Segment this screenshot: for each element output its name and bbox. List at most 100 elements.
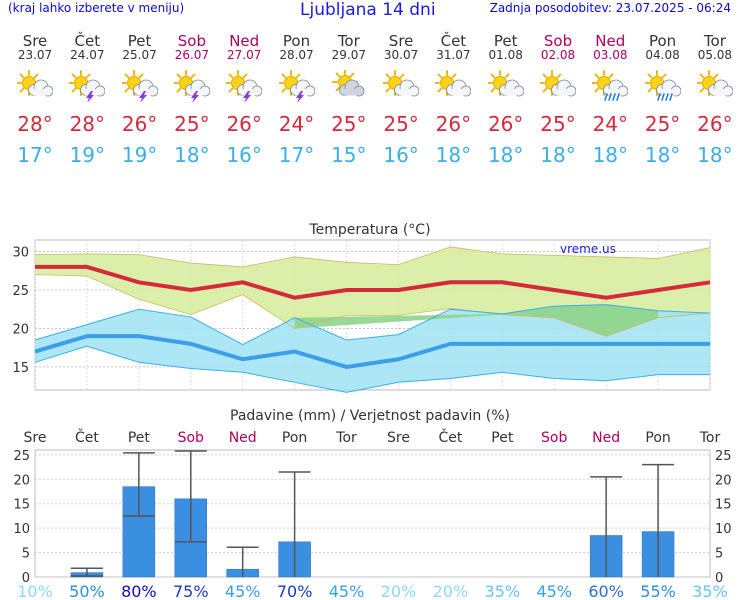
forecast-day: Tor 29.07: [323, 33, 375, 62]
min-temperature: 19°: [69, 143, 106, 167]
precip-day-label: Sre: [24, 430, 47, 446]
min-temperature: 17°: [17, 143, 53, 167]
cloud-part: [394, 79, 420, 97]
sun-part: [539, 70, 565, 96]
max-temperature: 26°: [121, 112, 158, 136]
thunderstorm-sun-icon: [172, 70, 211, 103]
precip-day-label: Pon: [645, 430, 670, 446]
cloud-part: [603, 79, 629, 97]
day-date: 02.08: [540, 48, 576, 62]
header-bar: (kraj lahko izberete v meniju) Ljubljana…: [0, 0, 740, 22]
min-temperature: 16°: [226, 143, 262, 167]
precip-day-label: Ned: [229, 430, 257, 446]
precip-probability: 45%: [225, 582, 261, 600]
min-temperature: 18°: [435, 143, 472, 167]
thunderstorm-sun-icon: [277, 70, 315, 103]
day-date: 27.07: [227, 48, 262, 62]
precip-y-tick-right: 20: [715, 473, 732, 488]
temperature-chart: Temperatura (°C) 15 20 25 30 vreme.us: [12, 222, 711, 393]
day-name: Tor: [703, 32, 726, 50]
day-name: Pet: [127, 32, 152, 50]
thunderstorm-sun-icon: [120, 70, 158, 103]
day-name: Sob: [177, 32, 206, 50]
precip-y-tick-left: 10: [13, 522, 30, 537]
precipitation-chart: Padavine (mm) / Verjetnost padavin (%) Sr…: [13, 408, 732, 600]
min-temp-range-band: [35, 304, 710, 393]
precip-probability: 10%: [17, 582, 53, 600]
precip-chart-title: Padavine (mm) / Verjetnost padavin (%): [230, 408, 510, 424]
thunderstorm-sun-icon: [68, 70, 106, 103]
day-name: Tor: [337, 32, 360, 50]
max-lower-edge: [34, 274, 711, 337]
max-temp-line: [35, 264, 711, 300]
min-temperature: 18°: [174, 143, 210, 167]
forecast-day: Sob 02.08: [532, 33, 584, 62]
precip-day-label: Pet: [128, 430, 151, 446]
min-temperature: 18°: [697, 143, 733, 167]
day-date: 25.07: [122, 48, 157, 62]
precip-y-tick-right: 15: [715, 498, 732, 513]
min-temperature: 18°: [540, 143, 576, 167]
precip-day-label: Pet: [491, 430, 514, 446]
max-temperature: 28°: [17, 112, 53, 136]
sun-cloud-icon: [16, 70, 54, 102]
precip-y-tick-left: 0: [22, 571, 30, 586]
precip-probability: 70%: [277, 582, 313, 600]
temp-chart-title: Temperatura (°C): [308, 222, 430, 238]
forecast-day: Čet 31.07: [427, 33, 479, 62]
day-date: 24.07: [70, 48, 105, 62]
page-title: Ljubljana 14 dni: [300, 0, 436, 20]
max-temperature: 26°: [435, 112, 472, 136]
precip-y-tick-right: 10: [715, 522, 732, 537]
watermark: vreme.us: [560, 242, 616, 256]
sun-cloud-icon: [695, 70, 734, 102]
cloud-part: [80, 79, 106, 97]
day-date: 03.08: [593, 48, 628, 62]
cloud-part: [289, 79, 315, 97]
min-temperature: 18°: [487, 143, 524, 167]
day-name: Sob: [543, 32, 573, 50]
precip-y-tick-right: 5: [715, 547, 723, 562]
max-temperature: 24°: [278, 112, 315, 136]
precip-day-label: Čet: [438, 428, 462, 446]
cloud-part: [498, 79, 525, 97]
precip-day-label: Ned: [592, 430, 620, 446]
location-menu-hint[interactable]: (kraj lahko izberete v meniju): [8, 1, 185, 15]
cloudy-sun-icon: [331, 69, 367, 102]
day-name: Čet: [74, 32, 101, 50]
day-name: Pet: [493, 32, 518, 50]
min-upper-edge: [34, 304, 711, 346]
precip-probability: 45%: [536, 582, 572, 600]
day-date: 29.07: [331, 48, 366, 62]
cloud-part: [184, 79, 211, 97]
min-temperature: 17°: [278, 143, 315, 167]
min-temperature: 18°: [644, 143, 681, 167]
cloud-part: [338, 79, 365, 97]
rain-sun-icon: [591, 70, 629, 102]
max-temperature: 28°: [69, 112, 106, 136]
precip-day-label: Pon: [282, 430, 307, 446]
precip-y-tick-right: 0: [715, 571, 723, 586]
forecast-day: Pon 28.07: [271, 33, 323, 62]
thunderstorm-sun-icon: [225, 70, 263, 103]
day-name: Pon: [282, 32, 311, 50]
temp-range-overlap: [294, 304, 659, 337]
temp-y-tick: 30: [12, 246, 29, 261]
max-temperature: 24°: [592, 112, 629, 136]
precip-day-label: Sob: [541, 430, 567, 446]
precip-day-label: Čet: [75, 428, 99, 446]
precip-probability: 45%: [329, 582, 365, 600]
max-temperature: 25°: [331, 112, 367, 136]
forecast-day: Pon 04.08: [637, 33, 689, 62]
cloud-part: [28, 79, 54, 97]
temp-y-tick: 25: [12, 284, 29, 299]
precip-day-label: Sob: [178, 430, 204, 446]
last-update: Zadnja posodobitev: 23.07.2025 - 06:24: [489, 1, 731, 15]
precip-y-tick-left: 15: [13, 498, 30, 513]
day-date: 05.08: [697, 48, 733, 62]
day-name: Sre: [22, 32, 48, 50]
forecast-day: Pet 25.07: [114, 33, 166, 62]
day-date: 23.07: [17, 48, 53, 62]
max-temperature: 26°: [697, 112, 733, 136]
forecast-day: Pet 01.08: [480, 33, 532, 62]
